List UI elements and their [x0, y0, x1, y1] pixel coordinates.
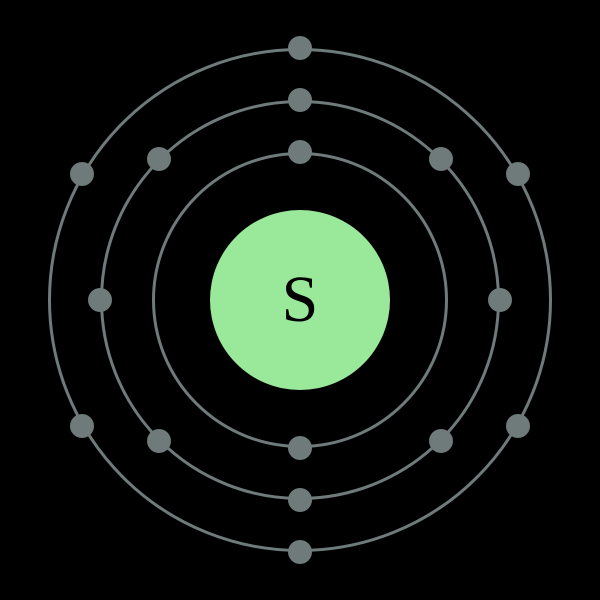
- electron-shell2-6: [147, 429, 171, 453]
- electron-shell2-7: [88, 288, 112, 312]
- electron-shell2-2: [429, 147, 453, 171]
- electron-shell3-6: [70, 162, 94, 186]
- electron-shell3-2: [506, 162, 530, 186]
- electron-shell-diagram: S: [0, 0, 600, 600]
- electron-shell3-5: [70, 414, 94, 438]
- electron-shell1-1: [288, 140, 312, 164]
- electron-shell3-1: [288, 36, 312, 60]
- electron-shell2-3: [488, 288, 512, 312]
- electron-shell2-4: [429, 429, 453, 453]
- electron-shell3-4: [288, 540, 312, 564]
- electron-shell2-8: [147, 147, 171, 171]
- electron-shell3-3: [506, 414, 530, 438]
- electron-shell1-2: [288, 436, 312, 460]
- nucleus-label: S: [282, 262, 319, 338]
- electron-shell2-5: [288, 488, 312, 512]
- nucleus: S: [210, 210, 390, 390]
- electron-shell2-1: [288, 88, 312, 112]
